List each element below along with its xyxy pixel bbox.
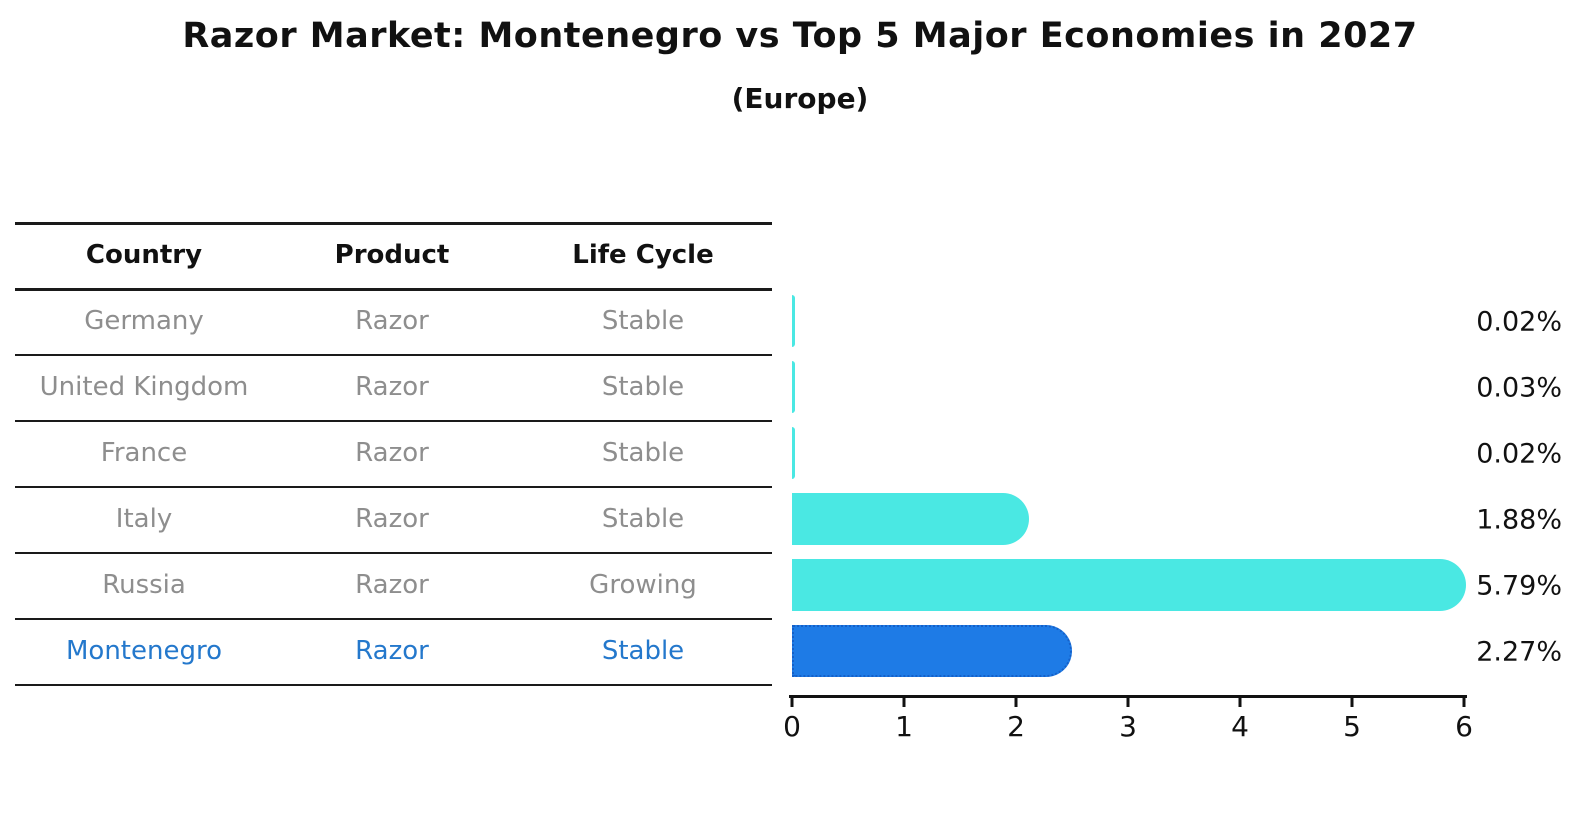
bar-germany [792,295,795,347]
table-rule [15,684,772,686]
table-row: Russia Razor Growing [15,552,772,618]
table-header-country: Country [85,240,203,270]
x-axis-tick [1350,697,1354,707]
x-axis-tick [1238,697,1242,707]
table-cell-product: Razor [355,570,429,600]
value-label: 0.03% [1476,372,1562,404]
table-header-life-cycle: Life Cycle [572,240,714,270]
table-row: Italy Razor Stable [15,486,772,552]
value-label: 0.02% [1476,306,1562,338]
x-axis-tick [1126,697,1130,707]
bar-italy [792,493,1029,545]
table-cell-life-cycle: Stable [601,306,685,336]
value-label: 1.88% [1476,504,1562,536]
x-axis-tick-label: 4 [1231,710,1249,743]
table-cell-life-cycle: Stable [601,438,685,468]
table-header-product: Product [334,240,450,270]
x-axis-tick-label: 2 [1007,710,1025,743]
table-cell-country: United Kingdom [39,372,249,402]
bar-montenegro [792,625,1073,677]
x-axis-tick [1014,697,1018,707]
table-cell-country: Russia [102,570,186,600]
table-rule [15,618,772,620]
table-cell-life-cycle: Stable [601,372,685,402]
x-axis-tick [790,697,794,707]
chart-title: Razor Market: Montenegro vs Top 5 Major … [182,16,1418,56]
value-label: 0.02% [1476,438,1562,470]
table-rule [15,354,772,356]
chart-subtitle: (Europe) [731,82,869,115]
table-cell-product: Razor [355,438,429,468]
table-rule [15,288,772,291]
bar-united-kingdom [792,361,796,413]
x-axis-tick-label: 6 [1455,710,1473,743]
table-rule [15,222,772,225]
bar-russia [792,559,1467,611]
table-row: United Kingdom Razor Stable [15,354,772,420]
table-row: Germany Razor Stable [15,288,772,354]
x-axis-tick-label: 1 [895,710,913,743]
table-cell-product: Razor [355,372,429,402]
table-rule [15,486,772,488]
table-cell-country: France [100,438,188,468]
bar-france [792,427,795,479]
table-cell-country: Italy [115,504,173,534]
x-axis-tick [902,697,906,707]
table-header-row: Country Product Life Cycle [15,222,772,288]
x-axis-tick-label: 3 [1119,710,1137,743]
x-axis-line [789,695,1467,698]
table-cell-country: Germany [84,306,204,336]
x-axis-tick [1462,697,1466,707]
table-cell-product: Razor [355,504,429,534]
table-row: France Razor Stable [15,420,772,486]
table-cell-life-cycle: Growing [589,570,697,600]
table-rule [15,552,772,554]
value-label: 5.79% [1476,570,1562,602]
x-axis-tick-label: 5 [1343,710,1361,743]
table-cell-product: Razor [355,636,429,666]
table-cell-life-cycle: Stable [601,504,685,534]
table-rule [15,420,772,422]
x-axis-tick-label: 0 [783,710,801,743]
table-cell-country: Montenegro [65,636,223,666]
table-row: Montenegro Razor Stable [15,618,772,684]
value-label: 2.27% [1476,636,1562,668]
table-cell-product: Razor [355,306,429,336]
table-cell-life-cycle: Stable [601,636,685,666]
